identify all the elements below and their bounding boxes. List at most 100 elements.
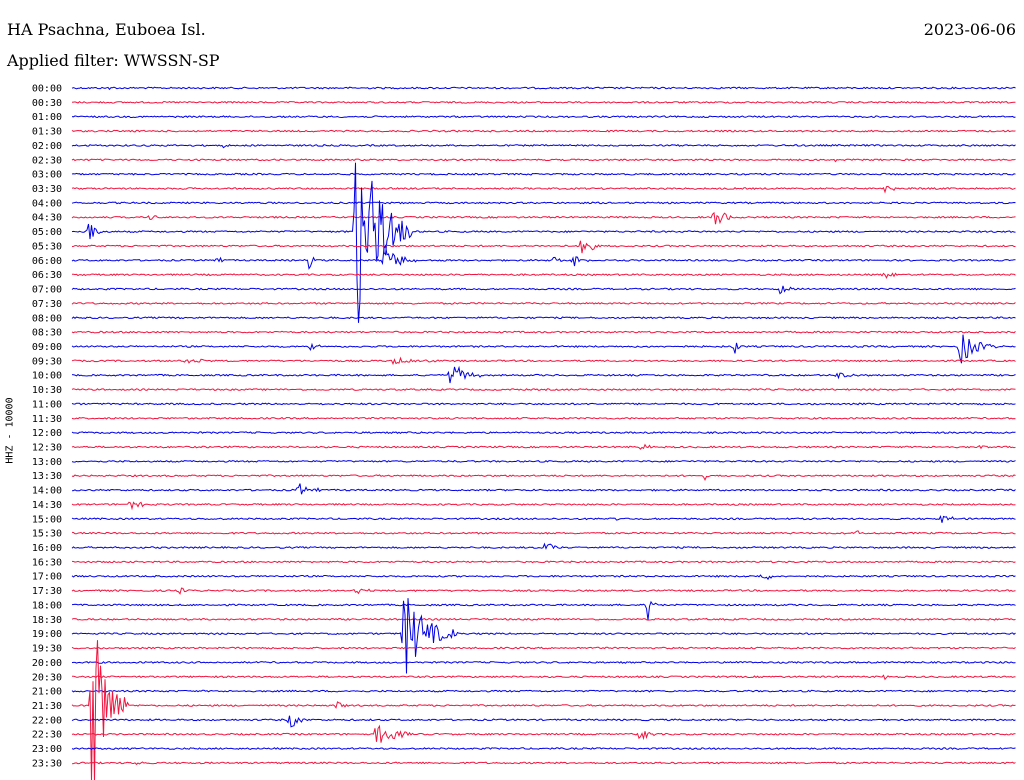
trace-line-1100 (71, 402, 1016, 406)
time-tick-label: 05:30 (32, 241, 62, 252)
time-tick-label: 06:00 (32, 256, 62, 267)
trace-line-0000 (71, 86, 1016, 91)
time-tick-label: 19:30 (32, 644, 62, 655)
date-label: 2023-06-06 (923, 20, 1016, 39)
trace-line-0830 (71, 330, 1016, 334)
trace-line-0630 (71, 272, 1016, 279)
filter-line: Applied filter: WWSSN-SP (7, 51, 220, 70)
time-tick-label: 16:30 (32, 557, 62, 568)
time-tick-label: 20:00 (32, 658, 62, 669)
time-tick-label: 17:00 (32, 572, 62, 583)
trace-line-0730 (71, 301, 1016, 305)
trace-line-0300 (71, 172, 1016, 176)
trace-line-1630 (71, 560, 1016, 564)
time-tick-label: 17:30 (32, 586, 62, 597)
trace-line-0800 (71, 316, 1016, 320)
time-tick-label: 10:30 (32, 385, 62, 396)
trace-line-0330 (71, 185, 1016, 194)
time-tick-label: 01:30 (32, 127, 62, 138)
trace-line-2200 (71, 715, 1016, 728)
time-tick-label: 02:30 (32, 155, 62, 166)
time-tick-label: 08:30 (32, 328, 62, 339)
time-tick-label: 18:30 (32, 615, 62, 626)
trace-line-0600 (71, 244, 1016, 270)
time-tick-label: 07:30 (32, 299, 62, 310)
trace-line-1300 (71, 459, 1016, 463)
trace-line-0700 (71, 285, 1016, 295)
trace-line-1330 (71, 474, 1016, 481)
trace-line-2230 (71, 724, 1016, 743)
time-tick-label: 00:00 (32, 84, 62, 95)
trace-line-2330 (71, 761, 1016, 766)
time-tick-label: 12:00 (32, 428, 62, 439)
time-tick-label: 00:30 (32, 98, 62, 109)
trace-line-1030 (71, 388, 1016, 392)
trace-line-1900 (71, 598, 1016, 674)
trace-line-1430 (71, 501, 1016, 511)
time-tick-label: 03:30 (32, 184, 62, 195)
station-title: HA Psachna, Euboea Isl. (7, 20, 206, 39)
trace-line-1800 (71, 600, 1016, 621)
time-tick-label: 13:00 (32, 457, 62, 468)
trace-line-2130 (71, 640, 1016, 780)
trace-line-0430 (71, 211, 1016, 225)
time-tick-label: 09:30 (32, 356, 62, 367)
time-tick-label: 18:00 (32, 600, 62, 611)
trace-line-0500 (71, 162, 1016, 323)
trace-line-2030 (71, 674, 1016, 681)
trace-line-0930 (71, 356, 1016, 366)
trace-line-1230 (71, 443, 1016, 450)
time-tick-label: 14:30 (32, 500, 62, 511)
trace-line-0400 (71, 201, 1016, 205)
trace-line-1500 (71, 514, 1016, 523)
time-tick-label: 23:30 (32, 758, 62, 769)
time-tick-label: 04:00 (32, 198, 62, 209)
trace-line-0200 (71, 143, 1016, 149)
trace-line-1530 (71, 530, 1016, 535)
trace-line-1930 (71, 646, 1016, 650)
trace-line-1130 (71, 416, 1016, 420)
filter-label: Applied filter: (7, 51, 119, 70)
trace-line-1000 (71, 365, 1016, 384)
trace-line-1400 (71, 483, 1016, 495)
time-tick-label: 21:00 (32, 687, 62, 698)
trace-line-0230 (71, 158, 1016, 163)
trace-line-2100 (71, 689, 1016, 693)
time-tick-label: 22:30 (32, 730, 62, 741)
trace-line-2000 (71, 660, 1016, 664)
time-tick-label: 01:00 (32, 112, 62, 123)
trace-line-2300 (71, 747, 1016, 751)
trace-line-1600 (71, 542, 1016, 550)
trace-line-0900 (71, 334, 1016, 364)
time-tick-label: 16:00 (32, 543, 62, 554)
trace-line-1730 (71, 587, 1016, 595)
time-tick-label: 14:00 (32, 486, 62, 497)
trace-line-1700 (71, 574, 1016, 581)
time-tick-label: 11:00 (32, 399, 62, 410)
time-tick-label: 05:00 (32, 227, 62, 238)
time-tick-label: 12:30 (32, 443, 62, 454)
time-tick-label: 22:00 (32, 715, 62, 726)
time-tick-label: 07:00 (32, 285, 62, 296)
time-tick-label: 13:30 (32, 471, 62, 482)
time-tick-label: 03:00 (32, 170, 62, 181)
filter-value: WWSSN-SP (123, 51, 220, 70)
time-tick-label: 20:30 (32, 672, 62, 683)
time-tick-label: 06:30 (32, 270, 62, 281)
trace-line-1830 (71, 617, 1016, 621)
time-tick-label: 08:00 (32, 313, 62, 324)
time-tick-label: 10:00 (32, 371, 62, 382)
time-tick-label: 21:30 (32, 701, 62, 712)
time-tick-label: 15:00 (32, 514, 62, 525)
time-tick-label: 02:00 (32, 141, 62, 152)
trace-line-0130 (71, 129, 1016, 133)
trace-line-0530 (71, 240, 1016, 254)
trace-line-1200 (71, 431, 1016, 435)
trace-line-0030 (71, 100, 1016, 104)
time-tick-label: 11:30 (32, 414, 62, 425)
time-tick-label: 04:30 (32, 213, 62, 224)
time-tick-label: 09:00 (32, 342, 62, 353)
trace-line-0100 (71, 115, 1016, 119)
time-tick-label: 19:00 (32, 629, 62, 640)
